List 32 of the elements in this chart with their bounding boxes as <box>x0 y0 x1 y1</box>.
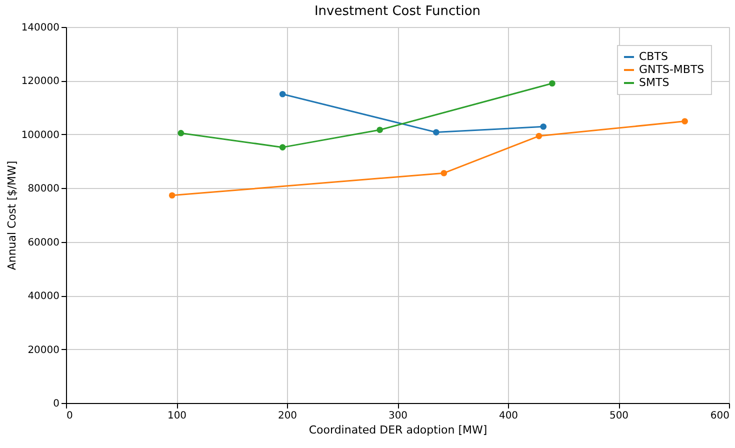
point <box>376 126 383 134</box>
x-axis-title: Coordinated DER adoption [MW] <box>308 424 488 436</box>
point <box>178 130 184 136</box>
legend-label: SMTS <box>639 76 670 89</box>
x-tick-label: 600 <box>710 410 730 422</box>
point <box>540 123 547 130</box>
point <box>279 144 286 150</box>
x-tick-label: 200 <box>278 410 298 422</box>
y-tick-label: 20000 <box>28 344 60 356</box>
chart-title: Investment Cost Function <box>314 4 481 19</box>
point <box>433 129 440 136</box>
x-tick-label: 100 <box>167 410 187 422</box>
x-tick-label: 0 <box>66 410 73 422</box>
y-tick-label: 140000 <box>21 22 60 34</box>
point <box>168 192 176 199</box>
y-tick-label: 120000 <box>21 76 60 88</box>
y-tick-label: 40000 <box>28 291 60 302</box>
y-axis-title: Annual Cost [$/MW] <box>5 160 18 270</box>
point <box>682 118 688 124</box>
legend-label: CBTS <box>639 50 668 63</box>
point <box>549 80 556 87</box>
point <box>279 90 286 98</box>
point <box>536 132 542 140</box>
legend-label: GNTS-MBTS <box>639 63 704 76</box>
x-tick-label: 400 <box>498 410 518 422</box>
y-tick-label: 60000 <box>28 237 60 248</box>
point <box>440 170 448 176</box>
y-tick-label: 100000 <box>21 130 60 141</box>
x-tick-label: 300 <box>388 410 408 422</box>
y-tick-label: 0 <box>53 398 60 410</box>
y-tick-label: 80000 <box>28 184 60 195</box>
x-tick-label: 500 <box>609 410 629 422</box>
